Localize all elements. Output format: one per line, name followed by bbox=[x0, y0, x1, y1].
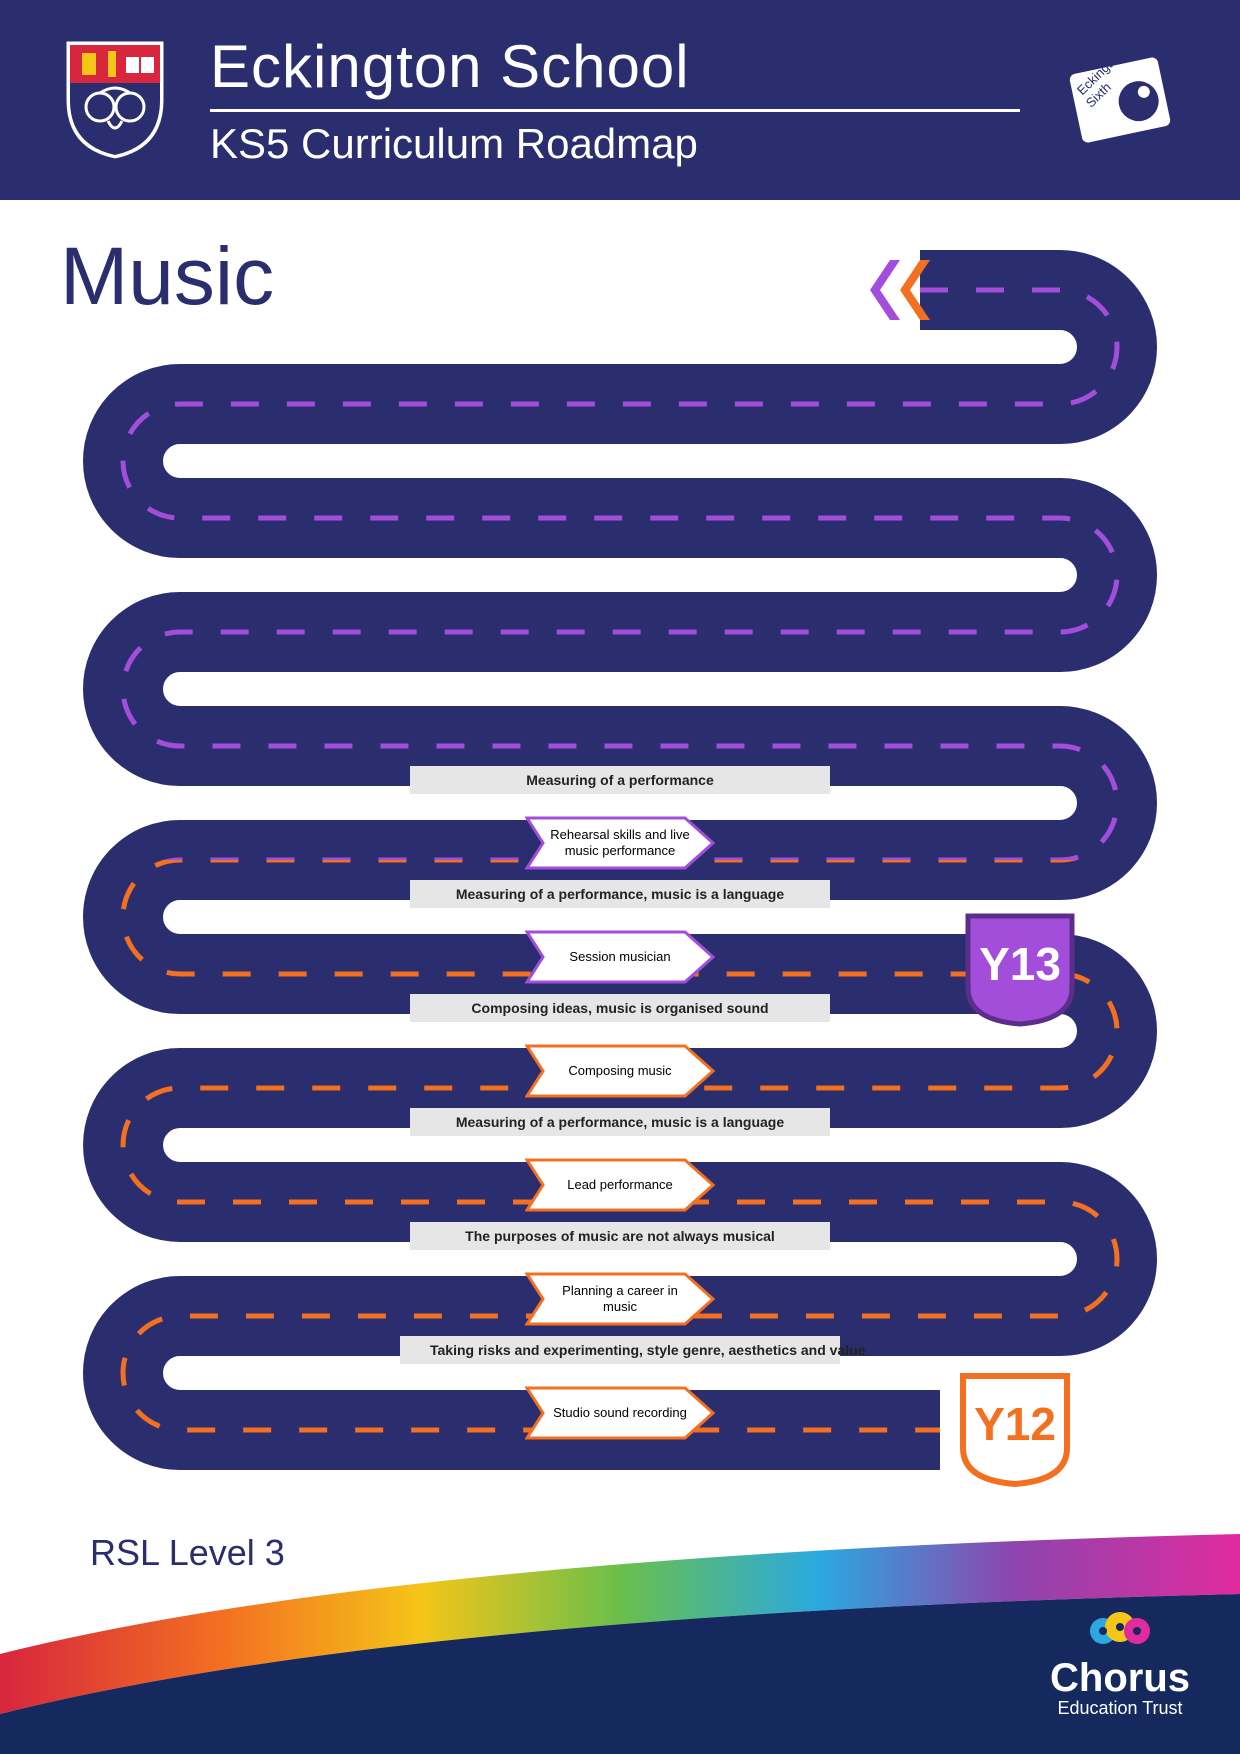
eckington-sixth-icon: Eckington Sixth bbox=[1060, 50, 1180, 150]
header-bar: Eckington School KS5 Curriculum Roadmap … bbox=[0, 0, 1240, 200]
topic-label: The purposes of music are not always mus… bbox=[410, 1222, 830, 1250]
qualification-level: RSL Level 3 bbox=[90, 1532, 285, 1574]
unit-arrow: Studio sound recording bbox=[525, 1386, 715, 1440]
year-label: Y13 bbox=[979, 938, 1061, 990]
unit-arrow: Session musician bbox=[525, 930, 715, 984]
topic-label: Composing ideas, music is organised soun… bbox=[410, 994, 830, 1022]
chorus-icon bbox=[1085, 1609, 1155, 1647]
unit-label: Lead performance bbox=[567, 1177, 673, 1193]
topic-label: Measuring of a performance bbox=[410, 766, 830, 794]
chorus-title: Chorus bbox=[1050, 1658, 1190, 1698]
year-badge-y13: Y13 bbox=[960, 908, 1080, 1028]
unit-label: Rehearsal skills and live music performa… bbox=[545, 827, 695, 858]
school-crest-icon bbox=[60, 35, 170, 165]
header-titles: Eckington School KS5 Curriculum Roadmap bbox=[210, 32, 1020, 168]
unit-arrow: Composing music bbox=[525, 1044, 715, 1098]
chorus-logo: Chorus Education Trust bbox=[1050, 1609, 1190, 1719]
unit-label: Session musician bbox=[569, 949, 670, 965]
topic-label: Taking risks and experimenting, style ge… bbox=[400, 1336, 840, 1364]
unit-arrow: Rehearsal skills and live music performa… bbox=[525, 816, 715, 870]
unit-label: Planning a career in music bbox=[545, 1283, 695, 1314]
topic-label: Measuring of a performance, music is a l… bbox=[410, 1108, 830, 1136]
chevron-icon bbox=[870, 260, 900, 320]
unit-arrow: Lead performance bbox=[525, 1158, 715, 1212]
year-badge-y12: Y12 bbox=[955, 1368, 1075, 1488]
topic-label: Measuring of a performance, music is a l… bbox=[410, 880, 830, 908]
end-chevrons bbox=[870, 260, 930, 320]
unit-arrow: Planning a career in music bbox=[525, 1272, 715, 1326]
chorus-subtitle: Education Trust bbox=[1050, 1698, 1190, 1719]
year-label: Y12 bbox=[974, 1398, 1056, 1450]
unit-label: Composing music bbox=[568, 1063, 671, 1079]
school-name: Eckington School bbox=[210, 32, 1020, 112]
page-subtitle: KS5 Curriculum Roadmap bbox=[210, 120, 1020, 168]
roadmap-container: Measuring of a performance Measuring of … bbox=[0, 250, 1240, 1450]
chevron-icon bbox=[900, 260, 930, 320]
unit-label: Studio sound recording bbox=[553, 1405, 687, 1421]
